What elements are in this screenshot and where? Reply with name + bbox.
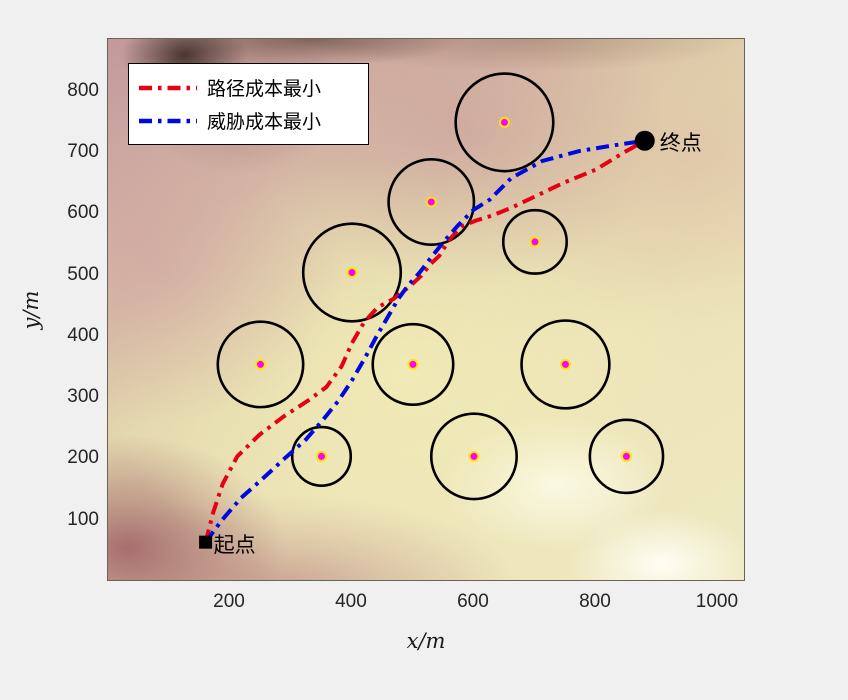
- legend-label-threat-cost: 威胁成本最小: [207, 112, 322, 133]
- x-tick-label: 400: [335, 591, 367, 612]
- x-tick-label: 1000: [695, 591, 739, 612]
- start-point-marker: [199, 535, 213, 549]
- path-min-threat-cost: [203, 138, 646, 544]
- legend: 路径成本最小 威胁成本最小: [128, 63, 369, 145]
- threat-center-dot: [620, 450, 632, 462]
- threat-center-dot: [254, 358, 266, 370]
- legend-entry-path-cost: 路径成本最小: [139, 75, 358, 101]
- threat-circle: [520, 319, 611, 410]
- y-tick-label: 500: [67, 263, 99, 285]
- legend-label-path-cost: 路径成本最小: [207, 79, 322, 100]
- threat-circle: [301, 222, 403, 323]
- threat-center-dot: [468, 450, 480, 462]
- path-min-path-cost: [203, 138, 646, 543]
- y-tick-label: 200: [67, 447, 99, 469]
- threat-center-dot: [529, 236, 541, 248]
- y-axis-label: y/m: [19, 290, 43, 330]
- start-point-label: 起点: [213, 534, 256, 558]
- threat-center-dot: [346, 267, 358, 279]
- x-tick-label: 600: [457, 591, 489, 612]
- x-tick-label: 200: [213, 591, 245, 612]
- y-tick-label: 300: [67, 386, 99, 408]
- threat-circle: [429, 412, 518, 501]
- threat-circle: [387, 158, 476, 247]
- dash-dot-line-blue-icon: [139, 118, 197, 123]
- threat-center-dot: [425, 196, 437, 208]
- y-tick-label: 800: [67, 79, 99, 101]
- threat-circle: [216, 320, 305, 409]
- y-tick-label: 700: [67, 140, 99, 162]
- y-tick-label: 100: [67, 508, 99, 530]
- threat-circle: [454, 72, 555, 173]
- threat-circle: [290, 425, 353, 487]
- x-axis-label: x/m: [406, 629, 446, 653]
- dash-dot-line-red-icon: [139, 85, 197, 90]
- threat-center-dot: [407, 358, 419, 370]
- y-tick-label: 400: [67, 324, 99, 346]
- x-tick-label: 800: [579, 591, 611, 612]
- chart-canvas: [199, 72, 665, 549]
- threat-center-dot: [498, 116, 510, 128]
- threat-center-dot: [559, 358, 571, 370]
- threat-circle: [588, 418, 665, 495]
- end-point-label: 终点: [659, 131, 702, 155]
- legend-entry-threat-cost: 威胁成本最小: [139, 108, 358, 134]
- threat-center-dot: [315, 450, 327, 462]
- threat-circle: [371, 322, 455, 406]
- end-point-marker: [634, 130, 655, 151]
- threat-circle: [501, 208, 568, 275]
- y-tick-label: 600: [67, 202, 99, 224]
